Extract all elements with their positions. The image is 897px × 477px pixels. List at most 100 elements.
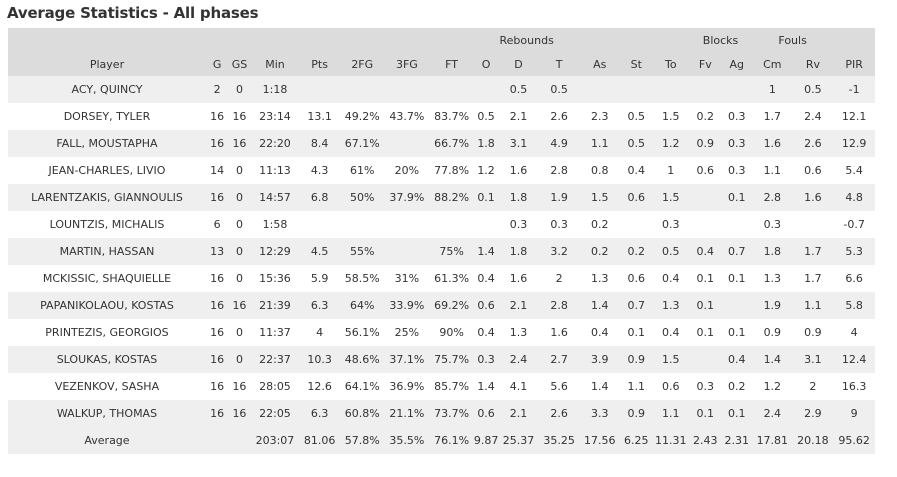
- column-header-pts[interactable]: Pts: [299, 52, 340, 76]
- column-header-player[interactable]: Player: [8, 52, 206, 76]
- column-header-ag[interactable]: Ag: [721, 52, 753, 76]
- stat-cell: 4: [299, 319, 340, 346]
- stat-cell: 2.1: [498, 103, 539, 130]
- stat-cell: 8.4: [299, 130, 340, 157]
- stat-cell: 22:05: [250, 400, 300, 427]
- stat-cell: 1.9: [538, 184, 580, 211]
- column-header-g[interactable]: G: [205, 52, 229, 76]
- stat-cell: 1.7: [792, 265, 834, 292]
- column-header-fv[interactable]: Fv: [689, 52, 722, 76]
- column-header-to[interactable]: To: [652, 52, 690, 76]
- stat-cell: 6.3: [299, 292, 340, 319]
- stat-cell: 0.8: [579, 157, 621, 184]
- page-title: Average Statistics - All phases: [7, 4, 259, 22]
- stat-cell: 0.1: [721, 400, 753, 427]
- table-row: SLOUKAS, KOSTAS 16 0 22:37 10.3 48.6% 37.1% 75.…: [8, 346, 875, 373]
- stat-cell: 0.1: [689, 400, 722, 427]
- stat-cell: 2: [205, 76, 229, 103]
- stat-cell: 0.5: [652, 238, 690, 265]
- player-name[interactable]: LARENTZAKIS, GIANNOULIS: [8, 184, 206, 211]
- stat-cell: 1.3: [579, 265, 621, 292]
- stat-cell: 2.1: [498, 400, 539, 427]
- stat-cell: 1:58: [250, 211, 300, 238]
- stat-cell: 5.6: [538, 373, 580, 400]
- stat-cell: 5.9: [299, 265, 340, 292]
- column-header-pir[interactable]: PIR: [833, 52, 875, 76]
- stat-cell: 16: [205, 184, 229, 211]
- player-name[interactable]: JEAN-CHARLES, LIVIO: [8, 157, 206, 184]
- stat-cell: 4.5: [299, 238, 340, 265]
- stat-cell: 37.9%: [384, 184, 430, 211]
- stat-cell: [721, 76, 753, 103]
- stat-cell: 0.2: [721, 373, 753, 400]
- column-header-3fg[interactable]: 3FG: [384, 52, 430, 76]
- stat-cell: 64%: [339, 292, 385, 319]
- stat-cell: 10.3: [299, 346, 340, 373]
- stats-table: Rebounds Blocks Fouls Player G GS Min Pts 2FG…: [8, 28, 875, 454]
- average-cell: 2.43: [689, 427, 722, 454]
- player-name[interactable]: PAPANIKOLAOU, KOSTAS: [8, 292, 206, 319]
- column-header-gs[interactable]: GS: [228, 52, 251, 76]
- player-name[interactable]: DORSEY, TYLER: [8, 103, 206, 130]
- column-header-d[interactable]: D: [498, 52, 539, 76]
- column-header-t[interactable]: T: [538, 52, 580, 76]
- stat-cell: 0: [228, 184, 251, 211]
- stat-cell: 2: [538, 265, 580, 292]
- stat-cell: 0: [228, 211, 251, 238]
- stat-cell: 0.5: [620, 130, 653, 157]
- stat-cell: [384, 211, 430, 238]
- stat-cell: 2.7: [538, 346, 580, 373]
- stat-cell: 0.4: [721, 346, 753, 373]
- player-name[interactable]: MARTIN, HASSAN: [8, 238, 206, 265]
- player-name[interactable]: FALL, MOUSTAPHA: [8, 130, 206, 157]
- stat-cell: [384, 76, 430, 103]
- stat-cell: 20%: [384, 157, 430, 184]
- stat-cell: 0.1: [721, 265, 753, 292]
- player-name[interactable]: PRINTEZIS, GEORGIOS: [8, 319, 206, 346]
- column-header-ft[interactable]: FT: [429, 52, 474, 76]
- average-cell: 17.81: [752, 427, 793, 454]
- stat-cell: 16: [205, 292, 229, 319]
- player-name[interactable]: VEZENKOV, SASHA: [8, 373, 206, 400]
- stat-cell: 16.3: [833, 373, 875, 400]
- column-header-cm[interactable]: Cm: [752, 52, 793, 76]
- stat-cell: 1.7: [792, 238, 834, 265]
- column-header-2fg[interactable]: 2FG: [339, 52, 385, 76]
- stat-cell: [689, 184, 722, 211]
- stat-cell: 12:29: [250, 238, 300, 265]
- player-name[interactable]: SLOUKAS, KOSTAS: [8, 346, 206, 373]
- stat-cell: 16: [205, 130, 229, 157]
- table-row: DORSEY, TYLER 16 16 23:14 13.1 49.2% 43.7% 83.7…: [8, 103, 875, 130]
- column-header-st[interactable]: St: [620, 52, 653, 76]
- player-name[interactable]: WALKUP, THOMAS: [8, 400, 206, 427]
- stat-cell: 1.5: [579, 184, 621, 211]
- column-header-as[interactable]: As: [579, 52, 621, 76]
- stat-cell: 69.2%: [429, 292, 474, 319]
- table-row: ACY, QUINCY 2 0 1:18 0.5 0.5 1 0.5 -1: [8, 76, 875, 103]
- stat-cell: [473, 76, 499, 103]
- player-name[interactable]: MCKISSIC, SHAQUIELLE: [8, 265, 206, 292]
- stat-cell: 0.9: [620, 400, 653, 427]
- average-cell: [228, 427, 251, 454]
- average-cell: 11.31: [652, 427, 690, 454]
- stat-cell: 16: [205, 400, 229, 427]
- stat-cell: 0.6: [473, 292, 499, 319]
- player-name[interactable]: ACY, QUINCY: [8, 76, 206, 103]
- stat-cell: 85.7%: [429, 373, 474, 400]
- column-header-o[interactable]: O: [473, 52, 499, 76]
- stat-cell: 13: [205, 238, 229, 265]
- player-name[interactable]: LOUNTZIS, MICHALIS: [8, 211, 206, 238]
- stat-cell: 1.3: [652, 292, 690, 319]
- stat-cell: 0.6: [620, 265, 653, 292]
- average-cell: 6.25: [620, 427, 653, 454]
- stat-cell: 15:36: [250, 265, 300, 292]
- stat-cell: 90%: [429, 319, 474, 346]
- stat-cell: 0.2: [689, 103, 722, 130]
- stat-cell: 0: [228, 319, 251, 346]
- column-header-min[interactable]: Min: [250, 52, 300, 76]
- stat-cell: 1.2: [473, 157, 499, 184]
- stat-cell: [652, 76, 690, 103]
- stat-cell: 0.4: [652, 265, 690, 292]
- column-header-rv[interactable]: Rv: [792, 52, 834, 76]
- stat-cell: 4: [833, 319, 875, 346]
